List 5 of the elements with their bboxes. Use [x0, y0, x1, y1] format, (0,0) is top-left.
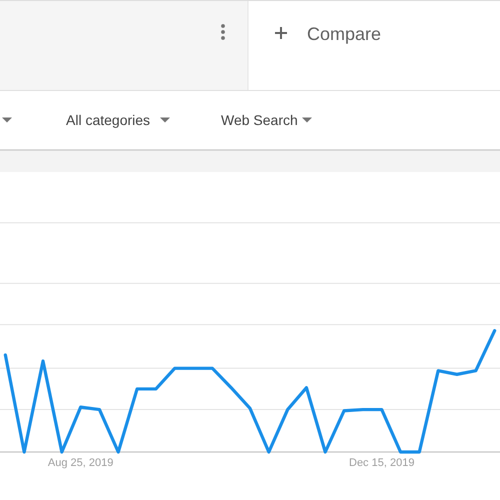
x-tick-label: Aug 25, 2019: [48, 457, 114, 469]
text: Compare: [307, 24, 382, 44]
x-tick-label: Dec 15, 2019: [349, 457, 414, 469]
text: All categories: [66, 112, 150, 128]
text: Web Search: [221, 112, 298, 128]
